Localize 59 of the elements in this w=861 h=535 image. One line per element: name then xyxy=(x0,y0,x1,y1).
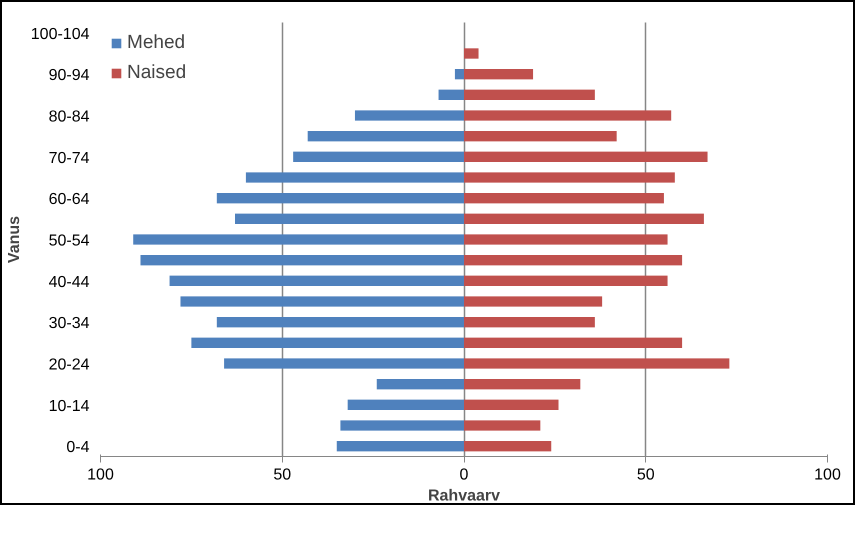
x-tick-label: 50 xyxy=(273,466,292,484)
bar xyxy=(464,358,730,369)
bar xyxy=(340,420,464,431)
x-axis-title: Rahvaarv xyxy=(428,488,500,504)
bar xyxy=(464,441,552,452)
y-tick-label: 40-44 xyxy=(48,274,90,291)
bar xyxy=(234,214,464,224)
bar xyxy=(464,131,617,142)
y-tick-label: 30-34 xyxy=(48,315,90,332)
bar xyxy=(464,48,479,59)
bar xyxy=(308,131,464,142)
bar xyxy=(464,420,540,431)
bar xyxy=(464,255,682,266)
bar xyxy=(246,172,464,183)
bar xyxy=(464,317,595,328)
legend-label: Mehed xyxy=(127,32,186,54)
legend-label: Naised xyxy=(127,62,186,84)
bar xyxy=(354,110,464,121)
y-axis-title: Vanus xyxy=(6,216,23,264)
bar xyxy=(464,214,704,224)
x-tick-label: 50 xyxy=(636,466,655,484)
y-tick-label: 0-4 xyxy=(66,439,90,456)
bar xyxy=(170,276,464,286)
y-tick-label: 70-74 xyxy=(48,150,90,167)
y-tick-label: 10-14 xyxy=(48,398,90,415)
bar xyxy=(180,296,464,307)
bar xyxy=(464,69,534,80)
x-tick-label: 100 xyxy=(87,466,114,484)
bar xyxy=(464,110,672,121)
bar xyxy=(216,317,464,328)
bar xyxy=(464,172,675,183)
bar xyxy=(140,255,464,266)
bar xyxy=(454,69,464,80)
bar xyxy=(376,379,464,390)
x-tick-label: 100 xyxy=(814,466,841,484)
bar xyxy=(464,276,668,286)
bar xyxy=(348,400,464,410)
y-tick-label: 60-64 xyxy=(48,191,90,208)
bar xyxy=(293,152,464,162)
bar xyxy=(464,90,595,100)
x-tick-label: 0 xyxy=(460,466,469,484)
bar xyxy=(216,193,464,204)
y-tick-label: 80-84 xyxy=(48,108,90,126)
bar xyxy=(464,400,559,410)
y-tick-label: 100-104 xyxy=(30,26,90,43)
bar xyxy=(336,441,464,452)
bar xyxy=(464,296,602,307)
bar xyxy=(464,193,664,204)
y-tick-label: 50-54 xyxy=(48,232,90,250)
y-tick-label: 90-94 xyxy=(48,67,90,84)
y-tick-label: 20-24 xyxy=(48,356,90,374)
bar xyxy=(133,234,464,245)
bar xyxy=(464,338,682,348)
bar xyxy=(464,152,708,162)
bar xyxy=(224,358,464,369)
bar xyxy=(464,234,668,245)
bar xyxy=(464,379,580,390)
bar xyxy=(191,338,464,348)
bar xyxy=(438,90,464,100)
